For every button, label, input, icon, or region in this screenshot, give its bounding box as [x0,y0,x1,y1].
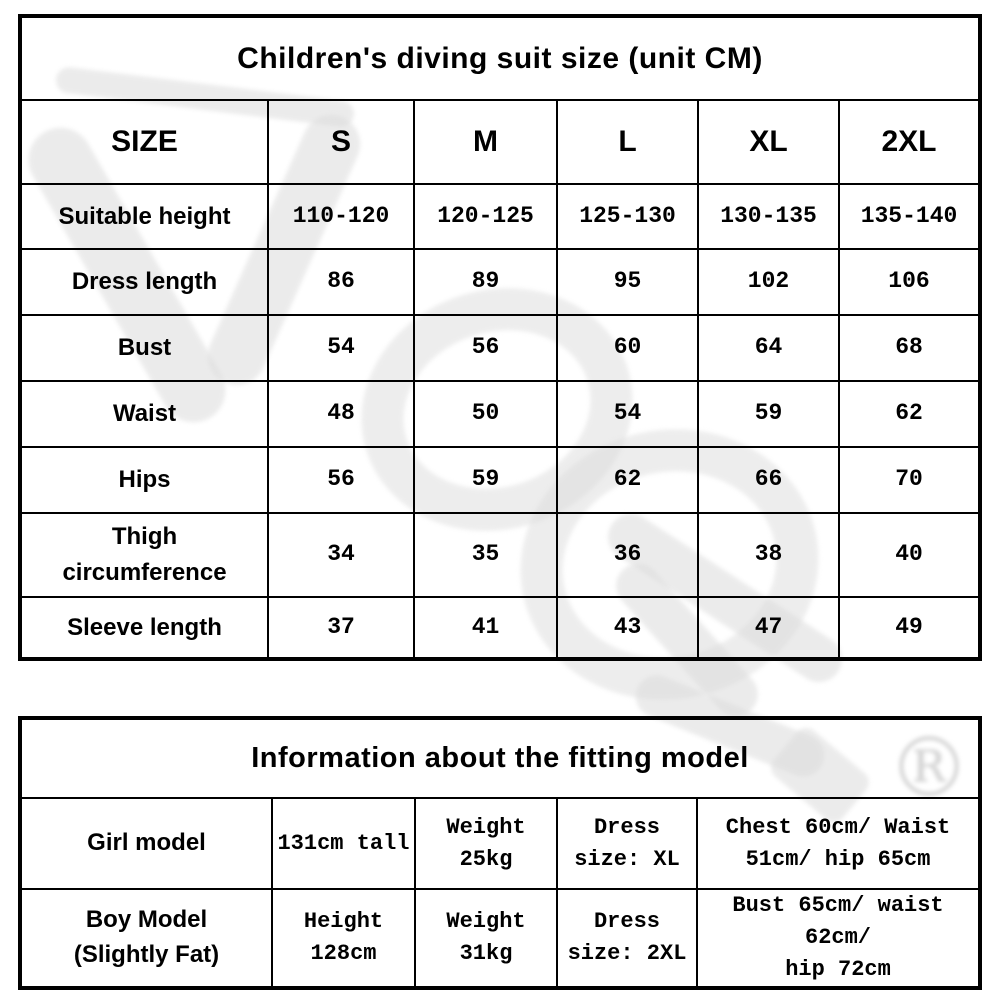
size-cell: 56 [413,314,558,382]
size-cell: 48 [267,380,415,448]
row-label-suitable-height: Suitable height [19,183,269,250]
size-cell: 40 [838,512,981,598]
row-label-waist: Waist [19,380,269,448]
model-cell-height: Height 128cm [271,888,416,989]
table-row-bust: Bust 54 56 60 64 68 [19,314,981,382]
boy-model-label: Boy Model (Slightly Fat) [19,888,273,989]
model-cell-weight: Weight 31kg [414,888,558,989]
table-row-waist: Waist 48 50 54 59 62 [19,380,981,448]
model-cell-measurements: Chest 60cm/ Waist 51cm/ hip 65cm [695,797,982,890]
model-cell-dress-size: Dress size: XL [556,797,698,890]
size-cell: 62 [838,380,981,448]
size-table-header-row: SIZE S M L XL 2XL [19,99,981,185]
size-cell: 70 [838,446,981,514]
boy-model-row: Boy Model (Slightly Fat) Height 128cm We… [19,888,982,989]
size-table-title: Children's diving suit size (unit CM) [19,15,981,101]
size-cell: 64 [697,314,840,382]
size-cell: 102 [697,248,840,316]
table-row-sleeve-length: Sleeve length 37 41 43 47 49 [19,596,981,660]
size-cell: 110-120 [267,183,415,250]
model-table-title-row: Information about the fitting model [18,717,982,799]
model-cell-dress-size: Dress size: 2XL [556,888,698,989]
size-cell: 50 [413,380,558,448]
size-cell: 34 [267,512,415,598]
girl-model-row: Girl model 131cm tall Weight 25kg Dress … [19,797,982,890]
size-cell: 41 [413,596,558,660]
size-cell: 135-140 [838,183,981,250]
size-cell: 56 [267,446,415,514]
size-cell: 36 [556,512,699,598]
size-cell: 38 [697,512,840,598]
size-cell: 68 [838,314,981,382]
size-cell: 35 [413,512,558,598]
size-table-title-row: Children's diving suit size (unit CM) [19,15,981,101]
row-label-hips: Hips [19,446,269,514]
table-row-dress-length: Dress length 86 89 95 102 106 [19,248,981,316]
size-cell: 130-135 [697,183,840,250]
row-label-dress-length: Dress length [19,248,269,316]
row-label-thigh-circumference: Thigh circumference [19,512,269,598]
column-header-s: S [267,99,415,185]
table-row-suitable-height: Suitable height 110-120 120-125 125-130 … [19,183,981,250]
model-cell-measurements: Bust 65cm/ waist 62cm/ hip 72cm [695,888,982,989]
size-cell: 59 [697,380,840,448]
column-header-m: M [413,99,558,185]
size-cell: 120-125 [413,183,558,250]
size-cell: 54 [556,380,699,448]
size-cell: 49 [838,596,981,660]
column-header-size: SIZE [19,99,269,185]
model-table-title: Information about the fitting model [18,717,982,799]
size-cell: 37 [267,596,415,660]
column-header-xl: XL [697,99,840,185]
model-table: Information about the fitting model Girl… [18,716,983,990]
size-cell: 125-130 [556,183,699,250]
column-header-2xl: 2XL [838,99,981,185]
size-cell: 106 [838,248,981,316]
size-cell: 59 [413,446,558,514]
row-label-sleeve-length: Sleeve length [19,596,269,660]
girl-model-label: Girl model [19,797,273,890]
size-cell: 54 [267,314,415,382]
model-cell-height: 131cm tall [271,797,416,890]
column-header-l: L [556,99,699,185]
size-cell: 66 [697,446,840,514]
size-cell: 95 [556,248,699,316]
size-cell: 43 [556,596,699,660]
size-cell: 86 [267,248,415,316]
size-cell: 62 [556,446,699,514]
size-cell: 60 [556,314,699,382]
size-cell: 89 [413,248,558,316]
size-cell: 47 [697,596,840,660]
model-cell-weight: Weight 25kg [414,797,558,890]
size-table: Children's diving suit size (unit CM) SI… [18,14,982,661]
table-row-thigh-circumference: Thigh circumference 34 35 36 38 40 [19,512,981,598]
row-label-bust: Bust [19,314,269,382]
table-row-hips: Hips 56 59 62 66 70 [19,446,981,514]
